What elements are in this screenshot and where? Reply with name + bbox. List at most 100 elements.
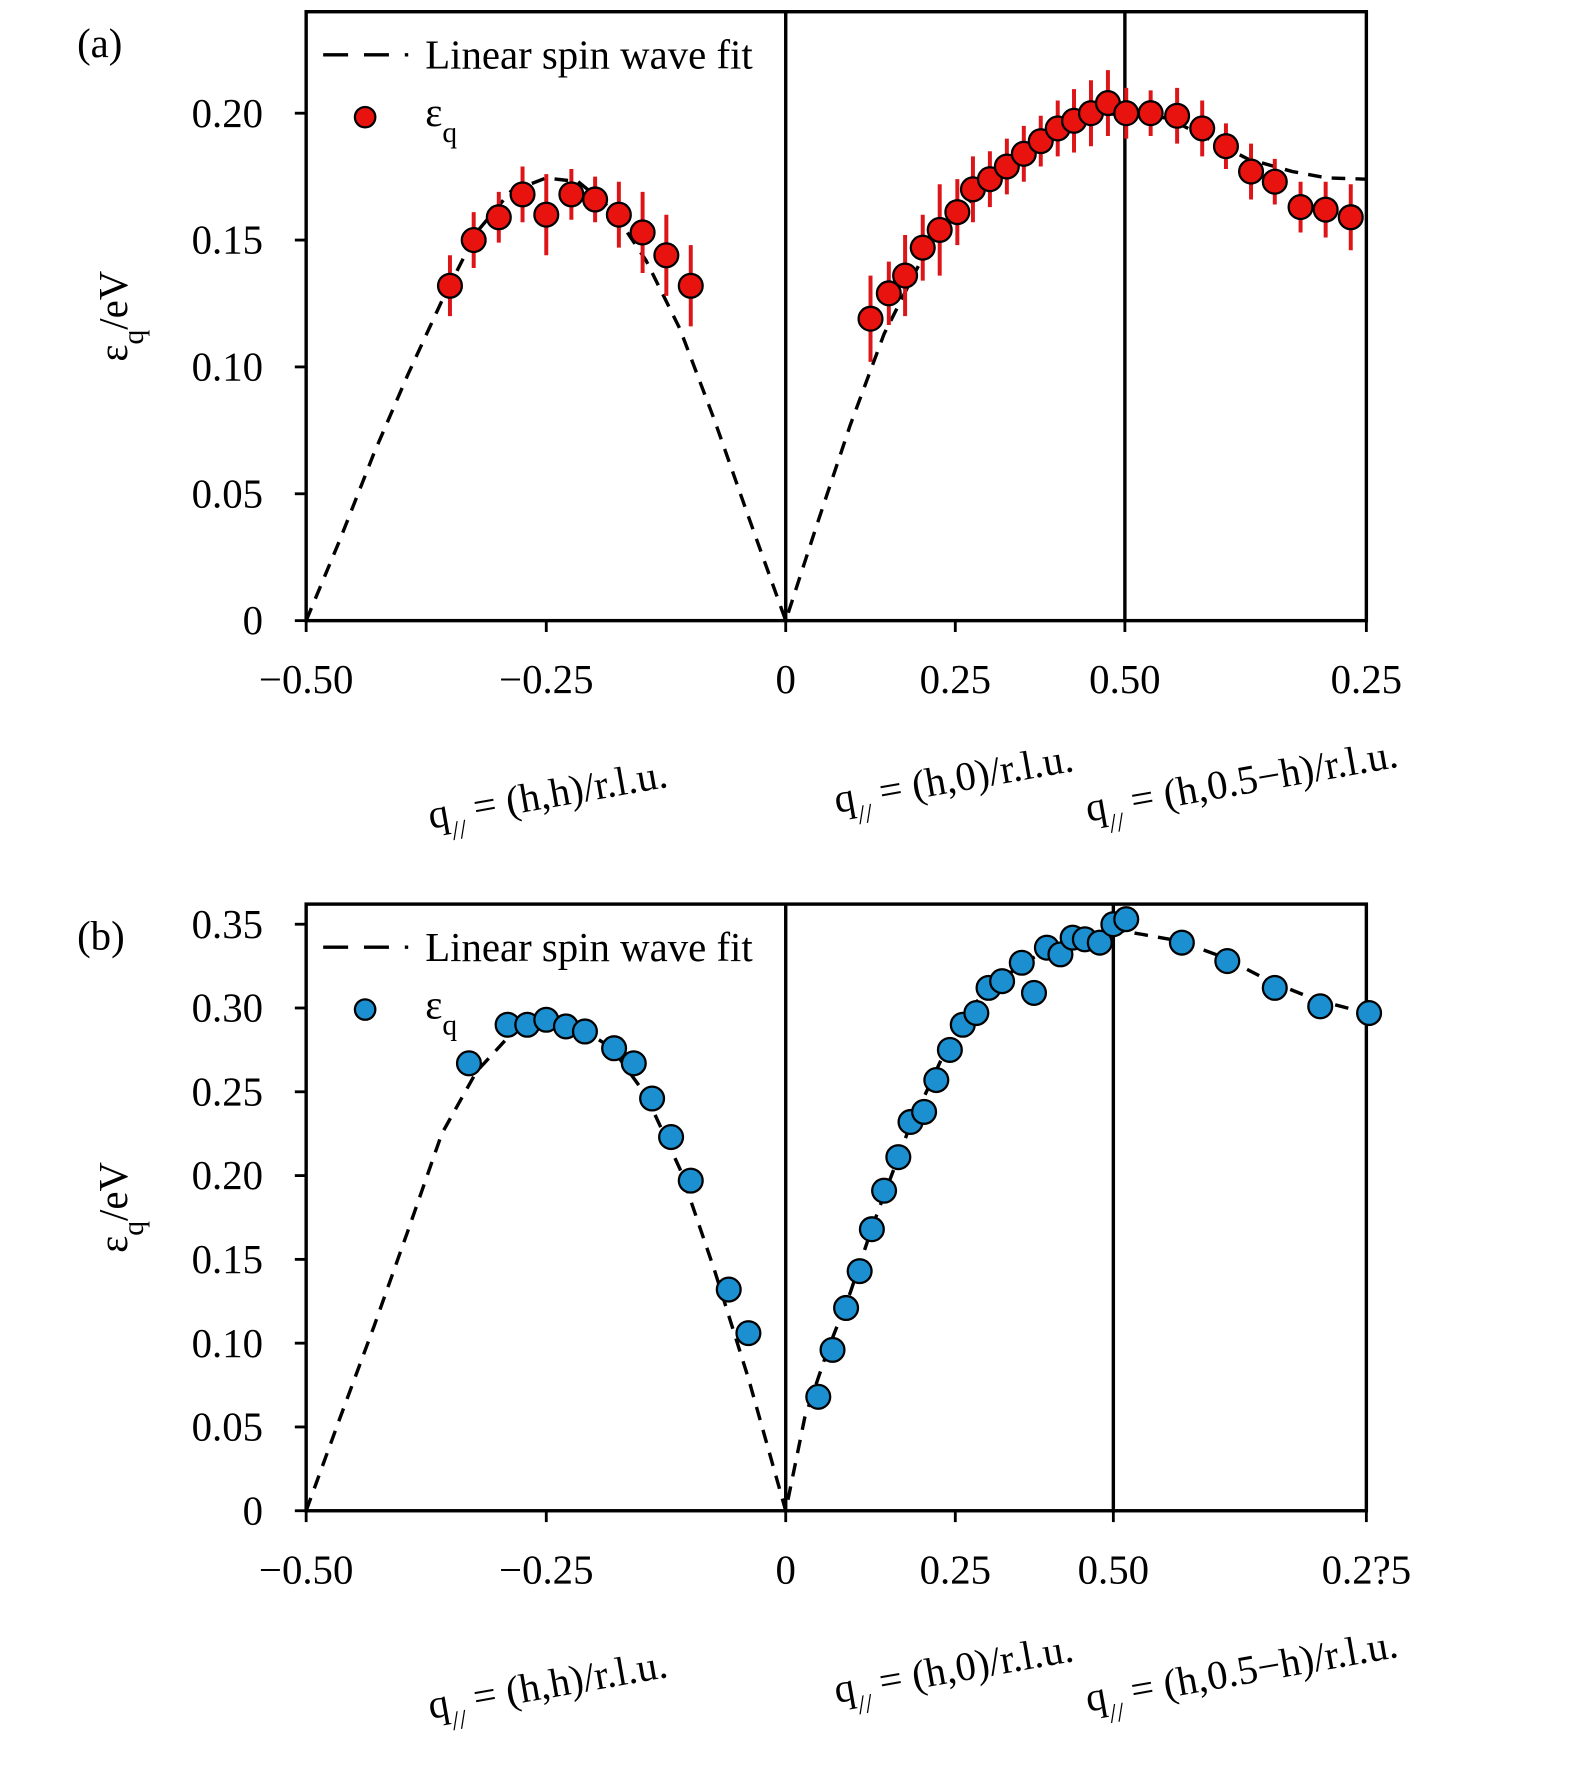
data-point xyxy=(885,1144,912,1171)
data-point xyxy=(1307,993,1334,1020)
data-point xyxy=(1238,158,1265,185)
data-point xyxy=(1214,948,1241,975)
data-point xyxy=(989,968,1016,995)
x-axis-label: q// = (h,0.5−h)/r.l.u. xyxy=(1082,1621,1403,1732)
data-point xyxy=(871,1177,898,1204)
data-point xyxy=(677,272,704,299)
data-point xyxy=(485,204,512,231)
data-point xyxy=(436,272,463,299)
x-axis-label-part: // xyxy=(1107,806,1128,838)
data-point xyxy=(805,1383,832,1410)
x-axis-label-part: = (h,0)/r.l.u. xyxy=(865,735,1076,815)
plot-frame xyxy=(304,10,1369,623)
data-point xyxy=(1189,115,1216,142)
x-axis-label-part: = (h,h)/r.l.u. xyxy=(459,751,670,831)
data-point xyxy=(460,227,487,254)
data-point xyxy=(1356,999,1383,1027)
x-axis-label-part: = (h,0.5−h)/r.l.u. xyxy=(1117,731,1401,824)
legend-label: εq xyxy=(425,983,457,1042)
data-point xyxy=(926,216,953,243)
y-axis-label-part: ε xyxy=(91,344,136,361)
x-tick-label: −0.25 xyxy=(499,657,593,702)
data-point xyxy=(857,305,884,332)
x-axis-label-part: // xyxy=(855,1688,876,1720)
legend-label: εq xyxy=(425,90,457,149)
x-tick-label: 0 xyxy=(776,1547,796,1592)
y-tick-label: 0 xyxy=(243,1488,263,1533)
data-point xyxy=(1261,168,1288,195)
x-axis-label-part: q xyxy=(424,790,452,838)
x-axis-label-part: q xyxy=(1082,783,1110,831)
data-point xyxy=(455,1050,482,1077)
data-point xyxy=(858,1216,885,1243)
y-axis-label-part: q xyxy=(118,1221,150,1236)
data-point xyxy=(1137,100,1164,127)
plot-frame xyxy=(304,902,1369,1513)
y-tick-label: 0.20 xyxy=(192,1153,263,1198)
y-tick-label: 0.20 xyxy=(192,91,263,136)
x-axis-label: q// = (h,h)/r.l.u. xyxy=(424,1641,672,1739)
data-point xyxy=(1168,929,1195,956)
data-point xyxy=(1086,929,1113,956)
y-tick-label: 0.15 xyxy=(192,218,263,263)
x-tick-label: −0.50 xyxy=(259,657,353,702)
x-tick-label: −0.25 xyxy=(499,1547,593,1592)
panel-label: (b) xyxy=(77,913,125,958)
x-axis-label-part: // xyxy=(855,798,876,830)
y-tick-label: 0.10 xyxy=(192,345,263,390)
x-axis-label-part: q xyxy=(1082,1673,1110,1721)
data-point xyxy=(892,262,919,289)
y-tick-label: 0.10 xyxy=(192,1321,263,1366)
y-tick-label: 0.30 xyxy=(192,986,263,1031)
x-axis-label: q// = (h,0)/r.l.u. xyxy=(830,1625,1078,1723)
y-axis-label-part: q xyxy=(118,329,150,344)
data-point xyxy=(833,1294,860,1322)
y-tick-label: 0.05 xyxy=(192,1405,263,1450)
legend-marker xyxy=(353,998,377,1021)
legend-label-part: q xyxy=(442,117,457,149)
data-point xyxy=(819,1336,846,1363)
data-point xyxy=(1113,906,1140,933)
data-point xyxy=(533,201,560,228)
x-tick-label: 0.50 xyxy=(1078,1547,1149,1592)
x-axis-label-part: // xyxy=(449,1704,470,1736)
data-point xyxy=(944,199,971,226)
x-tick-label: −0.50 xyxy=(259,1547,353,1592)
data-point xyxy=(653,242,680,269)
data-point xyxy=(1312,196,1339,223)
x-axis-label-part: q xyxy=(424,1680,452,1728)
fit-line xyxy=(304,111,1367,626)
data-point xyxy=(911,1098,938,1125)
x-tick-label: 0.25 xyxy=(920,657,991,702)
data-point xyxy=(1164,102,1191,129)
x-tick-label: 0 xyxy=(776,657,796,702)
data-point xyxy=(846,1258,873,1285)
x-axis-label-part: // xyxy=(1107,1697,1128,1729)
data-point xyxy=(601,1035,628,1062)
x-axis-label-part: // xyxy=(449,814,470,846)
x-axis-label-part: q xyxy=(830,774,858,822)
x-axis-label: q// = (h,0)/r.l.u. xyxy=(830,735,1078,833)
data-point xyxy=(605,201,632,228)
data-point xyxy=(639,1085,666,1112)
x-axis-label-part: q xyxy=(830,1664,858,1712)
panel-label: (a) xyxy=(77,21,122,66)
x-axis-label-part: = (h,0)/r.l.u. xyxy=(865,1625,1076,1705)
data-point xyxy=(735,1320,762,1347)
fit-line xyxy=(304,927,1367,1512)
data-point xyxy=(923,1067,950,1094)
data-point xyxy=(571,1018,598,1045)
data-point xyxy=(715,1276,742,1303)
data-point xyxy=(1337,204,1364,231)
x-axis-label-part: = (h,h)/r.l.u. xyxy=(459,1641,670,1721)
data-point xyxy=(963,999,990,1027)
data-point xyxy=(875,280,902,307)
y-axis-label-part: ε xyxy=(91,1236,136,1253)
y-tick-label: 0.25 xyxy=(192,1069,263,1114)
x-tick-label: 0.2?5 xyxy=(1322,1547,1412,1592)
x-tick-label: 0.50 xyxy=(1089,657,1160,702)
y-tick-label: 0.35 xyxy=(192,902,263,947)
data-point xyxy=(620,1050,647,1077)
data-point xyxy=(658,1124,685,1151)
